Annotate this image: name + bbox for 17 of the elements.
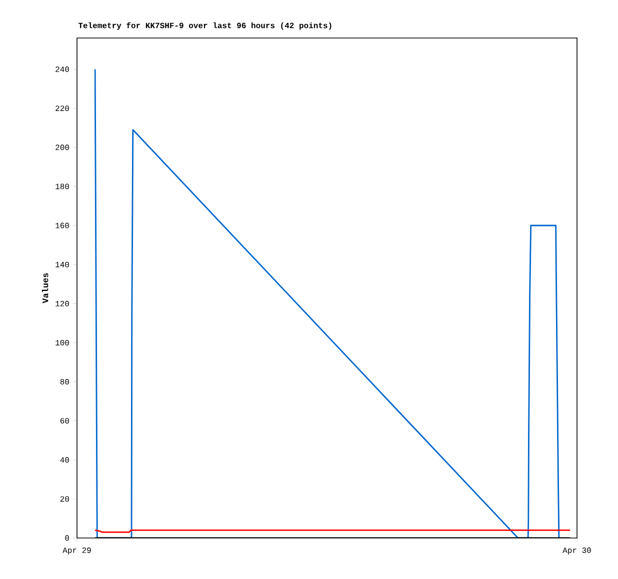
y-tick-label: 100 bbox=[56, 340, 69, 346]
y-tick-label: 20 bbox=[60, 496, 69, 502]
y-axis-title: Values bbox=[42, 273, 48, 304]
y-tick-label: 180 bbox=[56, 184, 69, 190]
y-tick-label: 80 bbox=[60, 379, 69, 384]
y-tick-label: 240 bbox=[56, 66, 69, 72]
x-tick-label: Apr 30 bbox=[562, 548, 591, 555]
y-tick-label: 160 bbox=[56, 222, 69, 228]
y-tick-label: 200 bbox=[56, 144, 69, 150]
x-tick-label: Apr 29 bbox=[62, 548, 91, 555]
y-tick-label: 0 bbox=[65, 535, 69, 541]
y-tick-label: 40 bbox=[60, 457, 69, 463]
y-tick-label: 120 bbox=[56, 300, 69, 306]
chart-title: Telemetry for KK7SHF-9 over last 96 hours (42 points) bbox=[78, 22, 332, 30]
y-tick-label: 220 bbox=[56, 106, 69, 112]
y-tick-label: 140 bbox=[56, 262, 69, 268]
y-tick-label: 60 bbox=[60, 418, 69, 424]
